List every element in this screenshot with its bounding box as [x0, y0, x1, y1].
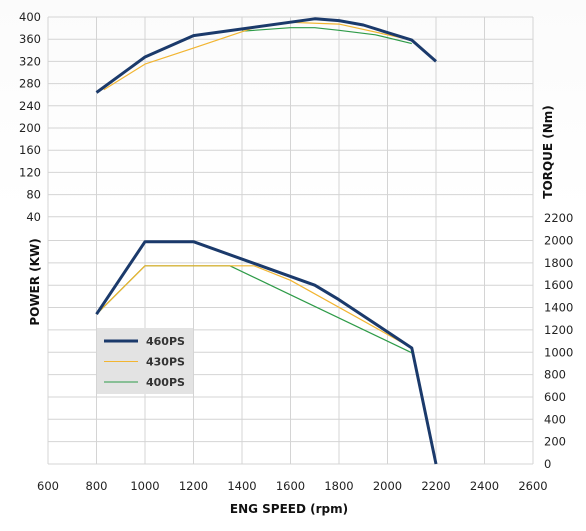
torque-tick-label: 160 [19, 143, 41, 157]
legend-label: 400PS [146, 376, 185, 389]
grid [47, 16, 534, 465]
power-line-460ps [95, 240, 438, 465]
x-tick-label: 1400 [227, 479, 256, 493]
power-tick-label: 1800 [544, 256, 573, 270]
power-tick-label: 2000 [544, 234, 573, 248]
torque-line-460ps [95, 17, 437, 94]
torque-axis-title: TORQUE (Nm) [541, 105, 555, 198]
x-tick-label: 2600 [518, 479, 547, 493]
torque-tick-label: 120 [19, 165, 41, 179]
legend: 460PS 430PS 400PS [97, 328, 193, 394]
power-tick-label: 1200 [544, 323, 573, 337]
x-tick-label: 1800 [324, 479, 353, 493]
x-tick-label: 800 [86, 479, 108, 493]
x-tick-label: 1200 [179, 479, 208, 493]
torque-tick-label: 40 [26, 210, 41, 224]
power-line-430ps [96, 265, 413, 349]
power-tick-label: 600 [544, 390, 566, 404]
torque-tick-label: 200 [19, 121, 41, 135]
power-axis-title: POWER (KW) [28, 238, 42, 325]
x-tick-label: 2200 [421, 479, 450, 493]
power-tick-label: 0 [544, 457, 551, 471]
x-tick-label: 2400 [470, 479, 499, 493]
torque-tick-label: 280 [19, 77, 41, 91]
tick-labels: 600 800 1000 1200 1400 1600 1800 2000 2200 2400 26… [19, 10, 573, 493]
x-tick-label: 1600 [276, 479, 305, 493]
power-tick-label: 800 [544, 368, 566, 382]
legend-label: 430PS [146, 356, 185, 369]
power-tick-label: 1600 [544, 278, 573, 292]
torque-tick-label: 320 [19, 54, 41, 68]
power-tick-label: 1400 [544, 301, 573, 315]
torque-line-400ps [241, 27, 412, 45]
torque-tick-label: 240 [19, 99, 41, 113]
power-tick-label: 400 [544, 412, 566, 426]
series-group [95, 17, 438, 465]
x-axis-title: ENG SPEED (rpm) [230, 502, 348, 516]
torque-tick-label: 360 [19, 32, 41, 46]
legend-label: 460PS [146, 335, 185, 348]
power-tick-label: 1000 [544, 345, 573, 359]
x-tick-label: 1000 [130, 479, 159, 493]
torque-tick-label: 400 [19, 10, 41, 24]
x-tick-label: 2000 [373, 479, 402, 493]
power-tick-label: 2200 [544, 211, 573, 225]
power-tick-label: 200 [544, 435, 566, 449]
x-tick-label: 600 [37, 479, 59, 493]
torque-tick-label: 80 [26, 188, 41, 202]
